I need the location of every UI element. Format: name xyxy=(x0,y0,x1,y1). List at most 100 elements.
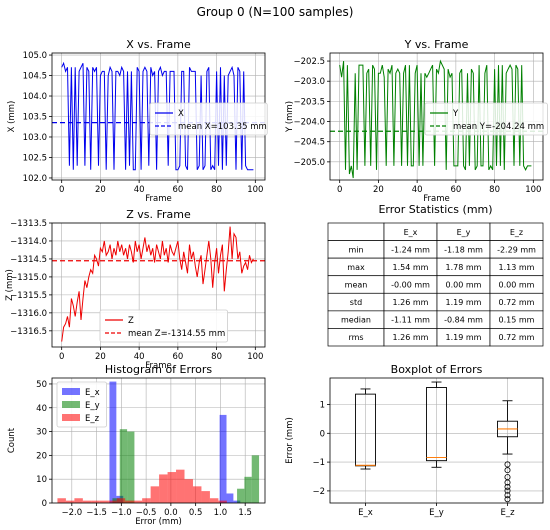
chart-box-ytick-label: −1 xyxy=(312,458,325,468)
chart-stats-row-label: min xyxy=(348,245,363,254)
chart-box-outlier xyxy=(504,492,511,499)
chart-stats-row-label: max xyxy=(347,263,365,272)
chart-z-legend-label: mean Z=-1314.55 mm xyxy=(128,329,225,339)
chart-z-legend xyxy=(99,309,228,343)
chart-hist-title: Histogram of Errors xyxy=(105,363,212,376)
chart-z-panel: 0 20 40 60 80 100 −1316.5 −1316.0 −1315.5 −1315.0… xyxy=(5,208,266,371)
chart-hist-bar xyxy=(116,498,126,503)
chart-hist-bar xyxy=(209,498,219,503)
chart-hist-xtick-label: −0.5 xyxy=(136,508,157,518)
chart-hist-bar xyxy=(226,493,234,503)
chart-z-legend-label: Z xyxy=(128,316,134,326)
chart-hist-legend-swatch xyxy=(62,401,80,408)
chart-y-legend xyxy=(424,102,548,136)
chart-hist-ytick-label: 0 xyxy=(42,499,47,509)
chart-box-outlier xyxy=(504,461,511,468)
chart-x-ytick-label: 105.0 xyxy=(23,51,47,61)
chart-x-xtick-label: 40 xyxy=(134,185,145,195)
chart-hist-bar xyxy=(108,500,117,503)
chart-x-panel: 0 20 40 60 80 100 102.0 102.5 103.0 103.5 104.0 104… xyxy=(7,38,268,204)
chart-hist-bar xyxy=(244,476,252,503)
chart-y-xtick-label: 60 xyxy=(450,185,461,195)
chart-box-outlier xyxy=(504,496,511,503)
chart-hist-legend-label: E_x xyxy=(85,388,100,398)
chart-stats-header: E_x xyxy=(404,228,418,237)
chart-hist-legend-label: E_y xyxy=(85,401,100,411)
chart-hist-bar xyxy=(99,500,109,503)
chart-stats-value: 0.15 mm xyxy=(499,316,535,325)
chart-x-xtick-label: 80 xyxy=(211,185,222,195)
chart-hist-bar xyxy=(127,431,135,503)
chart-x-ytick-label: 102.5 xyxy=(23,153,47,163)
chart-hist-legend-swatch xyxy=(62,414,80,421)
chart-y-ytick-label: −203.5 xyxy=(294,97,325,107)
chart-y-xtick-label: 100 xyxy=(525,185,541,195)
chart-stats-title: Error Statistics (mm) xyxy=(378,203,492,216)
chart-hist-bar xyxy=(142,498,151,503)
chart-stats-value: 0.72 mm xyxy=(499,298,535,307)
chart-hist-ylabel: Count xyxy=(7,427,17,453)
chart-x-legend xyxy=(149,102,268,136)
chart-stats-value: 0.00 mm xyxy=(499,281,535,290)
chart-box-iqr xyxy=(355,393,376,467)
chart-hist-bar xyxy=(192,486,202,503)
chart-stats-value: 0.72 mm xyxy=(499,333,535,342)
chart-y-xlabel: Frame xyxy=(423,194,449,204)
chart-x-xtick-label: 0 xyxy=(59,185,64,195)
chart-y-ylabel: Y (mm) xyxy=(285,101,295,133)
chart-hist-bar xyxy=(125,500,134,503)
chart-hist-bar xyxy=(237,488,245,503)
chart-x-ylabel: X (mm) xyxy=(7,101,17,133)
chart-box-axes-frame xyxy=(329,377,544,504)
chart-stats-row-label: median xyxy=(341,316,371,325)
chart-hist-xtick-label: −1.0 xyxy=(111,508,132,518)
chart-hist-ytick-label: 40 xyxy=(36,404,47,414)
chart-z-xtick-label: 60 xyxy=(172,352,183,362)
chart-box-outlier xyxy=(504,483,511,490)
chart-z-xtick-label: 20 xyxy=(95,352,106,362)
chart-box-xtick-label: E_x xyxy=(358,508,373,518)
chart-stats-value: -2.29 mm xyxy=(497,245,536,254)
chart-y-legend-label: mean Y=-204.24 mm xyxy=(453,122,544,132)
chart-hist-bar xyxy=(201,491,210,503)
chart-z-xtick-label: 100 xyxy=(247,352,263,362)
chart-y-ytick-label: −203.0 xyxy=(294,77,325,87)
chart-y-ytick-label: −204.0 xyxy=(294,118,325,128)
chart-stats-value: 1.19 mm xyxy=(446,298,482,307)
chart-y-xtick-label: 0 xyxy=(337,185,342,195)
chart-z-title: Z vs. Frame xyxy=(126,208,191,221)
chart-hist-axes-frame xyxy=(51,377,266,504)
chart-box-ylabel: Error (mm) xyxy=(285,417,295,464)
chart-hist-bar xyxy=(218,500,227,503)
chart-stats-value: -0.84 mm xyxy=(444,316,483,325)
chart-hist-bar xyxy=(150,486,160,503)
chart-hist-bar xyxy=(57,498,66,503)
chart-hist-panel: −2.0 −1.5 −1.0 −0.5 0.0 0.5 1.0 1.5 0 10 20 30 40 50 H… xyxy=(7,363,266,527)
chart-x-ytick-label: 103.0 xyxy=(23,133,47,143)
chart-z-xlabel: Frame xyxy=(145,361,171,371)
chart-hist-xtick-label: 0.0 xyxy=(164,508,178,518)
chart-box-ytick-label: 1 xyxy=(320,400,325,410)
chart-y-legend-label: Y xyxy=(452,109,459,119)
chart-x-xtick-label: 100 xyxy=(247,185,263,195)
chart-hist-bar xyxy=(74,498,83,503)
chart-y-xtick-label: 40 xyxy=(412,185,423,195)
chart-box-xtick-label: E_z xyxy=(500,508,515,518)
chart-stats-cell xyxy=(327,222,385,241)
chart-box-xtick-label: E_y xyxy=(429,508,444,518)
chart-x-xtick-label: 60 xyxy=(172,185,183,195)
chart-y-xtick-label: 20 xyxy=(373,185,384,195)
chart-z-ylabel: Z (mm) xyxy=(5,269,15,301)
chart-stats-value: 1.54 mm xyxy=(393,263,429,272)
chart-hist-ytick-label: 50 xyxy=(36,380,47,390)
chart-hist-bar xyxy=(119,429,128,503)
chart-hist-bar xyxy=(109,381,117,503)
chart-z-series-line xyxy=(61,226,254,342)
chart-z-xtick-label: 0 xyxy=(59,352,64,362)
chart-hist-ytick-label: 20 xyxy=(36,451,47,461)
chart-z-ytick-label: −1315.5 xyxy=(10,291,47,301)
chart-y-ytick-label: −204.5 xyxy=(294,138,325,148)
chart-stats-value: -1.24 mm xyxy=(391,245,430,254)
chart-box-ytick-label: 0 xyxy=(320,429,325,439)
